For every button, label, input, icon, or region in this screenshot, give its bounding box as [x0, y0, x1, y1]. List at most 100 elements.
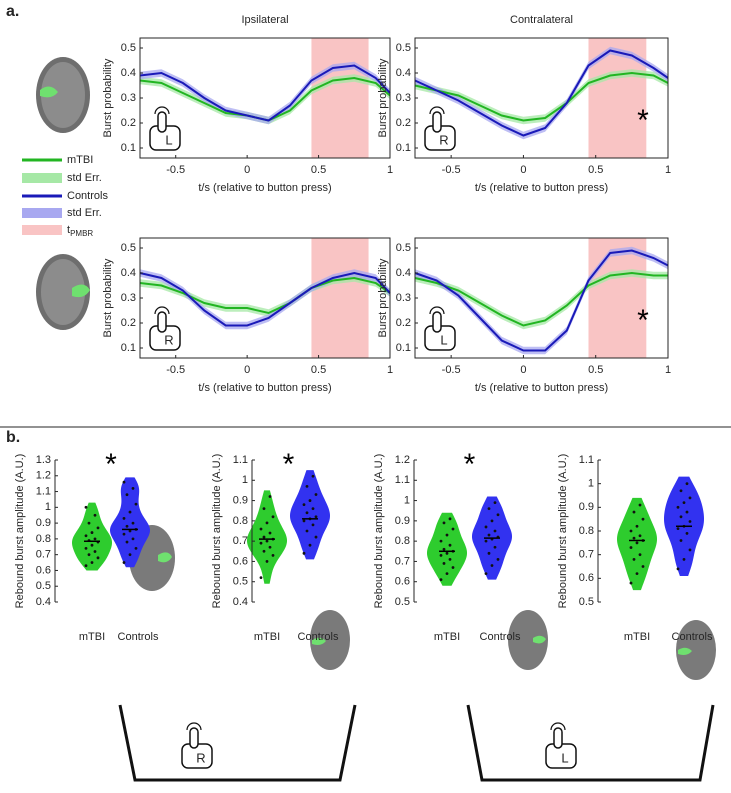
data-point	[262, 535, 266, 539]
x-tick-label: 0.5	[588, 164, 603, 176]
x-tick-label: 0.5	[588, 364, 603, 376]
data-point	[265, 560, 269, 563]
x-tick-label: mTBI	[79, 631, 105, 643]
error-band	[415, 246, 668, 355]
y-tick-label: 0.2	[396, 317, 411, 329]
y-axis-label: Burst probability	[377, 58, 389, 137]
y-tick-label: 0.5	[396, 242, 411, 254]
data-point	[302, 503, 306, 507]
series-line	[414, 71, 669, 122]
data-point	[131, 521, 135, 525]
x-axis-label: t/s (relative to button press)	[475, 182, 608, 194]
data-point	[314, 493, 318, 496]
hand-icon	[432, 311, 442, 333]
data-point	[122, 480, 126, 484]
data-point	[93, 537, 97, 541]
data-point	[487, 551, 491, 555]
data-point	[496, 513, 500, 517]
error-band	[140, 269, 390, 330]
data-point	[632, 536, 636, 540]
annotation: *	[637, 104, 649, 137]
y-tick-label: 0.6	[36, 564, 51, 576]
data-point	[448, 517, 452, 521]
x-tick-label: 0	[244, 164, 250, 176]
data-point	[84, 505, 88, 509]
hand-label: R	[196, 750, 205, 765]
x-tick-label: -0.5	[166, 364, 185, 376]
y-tick-label: 0.8	[36, 533, 51, 545]
data-point	[632, 510, 636, 514]
data-point	[262, 549, 266, 553]
y-tick-label: 0.9	[579, 501, 594, 513]
y-axis-label: Rebound burst amplitude (A.U.)	[14, 454, 26, 609]
data-point	[302, 519, 306, 523]
legend-band	[22, 208, 62, 218]
y-tick-label: 0.4	[233, 596, 248, 608]
y-tick-label: 0.7	[579, 549, 594, 561]
error-band	[140, 61, 390, 125]
data-point	[679, 539, 683, 542]
data-point	[308, 499, 312, 502]
data-point	[125, 493, 129, 497]
data-point	[445, 551, 449, 555]
x-tick-label: -0.5	[442, 364, 461, 376]
data-point	[487, 533, 491, 537]
y-tick-label: 0.9	[395, 515, 410, 527]
y-tick-label: 1.2	[395, 454, 410, 466]
data-point	[265, 539, 269, 543]
y-axis-label: Rebound burst amplitude (A.U.)	[211, 454, 223, 609]
series-line	[414, 249, 669, 352]
x-tick-label: Controls	[298, 631, 339, 643]
data-point	[134, 546, 138, 550]
legend-label: mTBI	[67, 154, 93, 166]
data-point	[688, 496, 692, 500]
data-point	[259, 527, 263, 531]
data-point	[638, 503, 642, 507]
data-point	[96, 526, 100, 530]
annotation: *	[283, 448, 295, 481]
y-tick-label: 0.1	[121, 142, 136, 154]
data-point	[122, 561, 126, 564]
y-tick-label: 0.1	[396, 142, 411, 154]
hand-icon	[432, 111, 442, 133]
hand-icon	[157, 311, 167, 333]
y-tick-label: 0.4	[121, 267, 136, 279]
data-point	[305, 511, 309, 515]
data-point	[496, 558, 500, 561]
data-point	[493, 529, 497, 533]
legend-band	[22, 173, 62, 183]
data-point	[302, 551, 306, 555]
x-tick-label: 1	[665, 164, 671, 176]
data-point	[638, 553, 642, 557]
data-point	[484, 539, 488, 543]
y-tick-label: 0.6	[579, 572, 594, 584]
annotation: *	[637, 304, 649, 337]
data-point	[688, 548, 692, 552]
brain-image	[36, 57, 90, 330]
data-point	[268, 495, 272, 498]
violin	[427, 512, 467, 586]
data-point	[311, 474, 315, 478]
y-axis-label: Rebound burst amplitude (A.U.)	[557, 454, 569, 609]
brain-image	[129, 525, 716, 680]
y-tick-label: 1	[242, 474, 248, 486]
data-point	[259, 576, 263, 580]
data-point	[84, 534, 88, 538]
y-tick-label: 1	[45, 501, 51, 513]
data-point	[271, 515, 275, 519]
data-point	[679, 515, 683, 519]
data-point	[305, 484, 309, 488]
chart-title: Contralateral	[510, 14, 573, 26]
y-tick-label: 0.7	[395, 555, 410, 567]
data-point	[635, 541, 639, 545]
data-point	[259, 541, 263, 545]
x-tick-label: mTBI	[254, 631, 280, 643]
highlight-region	[311, 238, 369, 358]
y-tick-label: 0.8	[395, 535, 410, 547]
data-point	[311, 507, 315, 511]
data-point	[445, 572, 449, 575]
data-point	[676, 505, 680, 509]
y-axis-label: Burst probability	[377, 258, 389, 337]
y-tick-label: 0.3	[121, 292, 136, 304]
y-tick-label: 0.3	[396, 92, 411, 104]
